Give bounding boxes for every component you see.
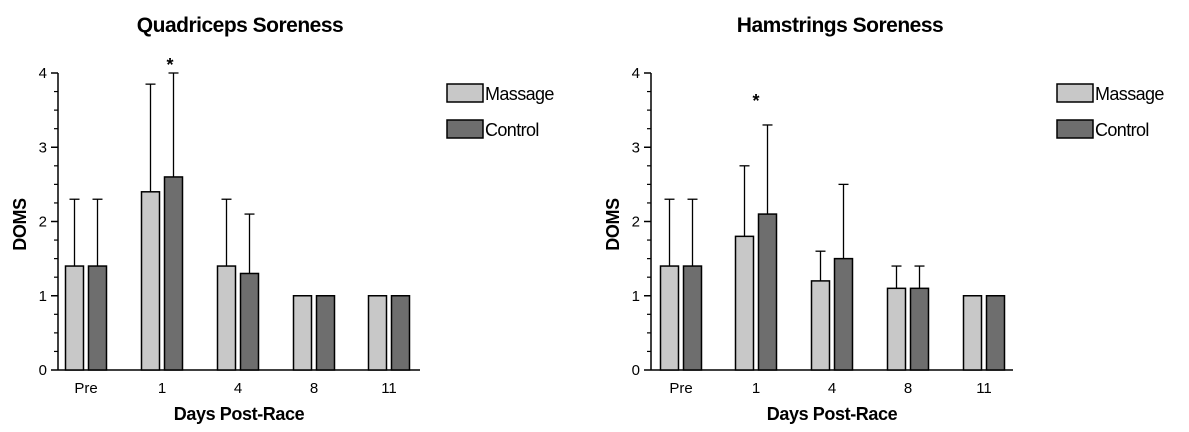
bar-control-pre — [87, 265, 108, 371]
legend-swatch-massage — [446, 83, 484, 103]
x-tick-label: 4 — [828, 380, 836, 397]
x-tick-label: 1 — [158, 380, 166, 397]
bar-massage-11 — [367, 295, 388, 371]
bar-massage-pre — [64, 265, 85, 371]
y-tick-label: 2 — [39, 214, 47, 231]
y-axis-label: DOMS — [603, 198, 623, 251]
y-tick-label: 1 — [39, 288, 47, 305]
bar-control-4 — [239, 272, 260, 371]
y-tick-label: 0 — [39, 362, 47, 379]
bar-control-8 — [909, 287, 930, 371]
bar-massage-1 — [140, 191, 161, 371]
legend-swatch-massage — [1056, 83, 1094, 103]
y-tick-label: 2 — [632, 214, 640, 231]
bar-massage-4 — [216, 265, 237, 371]
chart-title: Quadriceps Soreness — [137, 14, 343, 37]
chart-1: Quadriceps Soreness 0 1 2 3 4 DOMS Pre 1 4 8 11 Days… — [10, 14, 555, 424]
bar-massage-pre — [659, 265, 680, 371]
bar-massage-4 — [810, 280, 831, 371]
x-tick-label: 4 — [234, 380, 242, 397]
chart-2: Hamstrings Soreness 0 1 2 3 4 DOMS Pre 1 4 8 11 Days… — [603, 14, 1165, 424]
x-tick-label: Pre — [669, 380, 692, 397]
x-tick-label: 8 — [310, 380, 318, 397]
bar-massage-8 — [292, 295, 313, 371]
x-tick-label: Pre — [74, 380, 97, 397]
significance-marker: * — [752, 91, 759, 111]
bar-massage-11 — [962, 295, 983, 371]
y-tick-label: 0 — [632, 362, 640, 379]
bar-control-pre — [682, 265, 703, 371]
legend-swatch-control — [446, 119, 484, 139]
bar-control-4 — [833, 257, 854, 371]
legend-label-massage: Massage — [485, 84, 554, 104]
bar-control-8 — [315, 295, 336, 371]
x-tick-label: 11 — [381, 380, 397, 397]
legend-label-massage: Massage — [1095, 84, 1164, 104]
bar-control-1 — [163, 176, 184, 371]
x-axis-label: Days Post-Race — [174, 404, 305, 424]
x-tick-label: 11 — [976, 380, 992, 397]
y-axis-label: DOMS — [10, 198, 30, 251]
chart-title: Hamstrings Soreness — [737, 14, 943, 37]
x-tick-label: 8 — [904, 380, 912, 397]
legend-label-control: Control — [1095, 120, 1149, 140]
y-tick-label: 4 — [39, 65, 47, 82]
legend-swatch-control — [1056, 119, 1094, 139]
bar-massage-8 — [886, 287, 907, 371]
y-tick-label: 1 — [632, 288, 640, 305]
significance-marker: * — [166, 55, 173, 75]
y-tick-label: 3 — [39, 139, 47, 156]
bar-control-11 — [390, 295, 411, 371]
bar-massage-1 — [734, 235, 755, 371]
bar-control-1 — [757, 213, 778, 371]
x-axis-label: Days Post-Race — [767, 404, 898, 424]
x-tick-label: 1 — [752, 380, 760, 397]
bar-control-11 — [985, 295, 1006, 371]
y-tick-label: 4 — [632, 65, 640, 82]
legend-label-control: Control — [485, 120, 539, 140]
y-tick-label: 3 — [632, 139, 640, 156]
